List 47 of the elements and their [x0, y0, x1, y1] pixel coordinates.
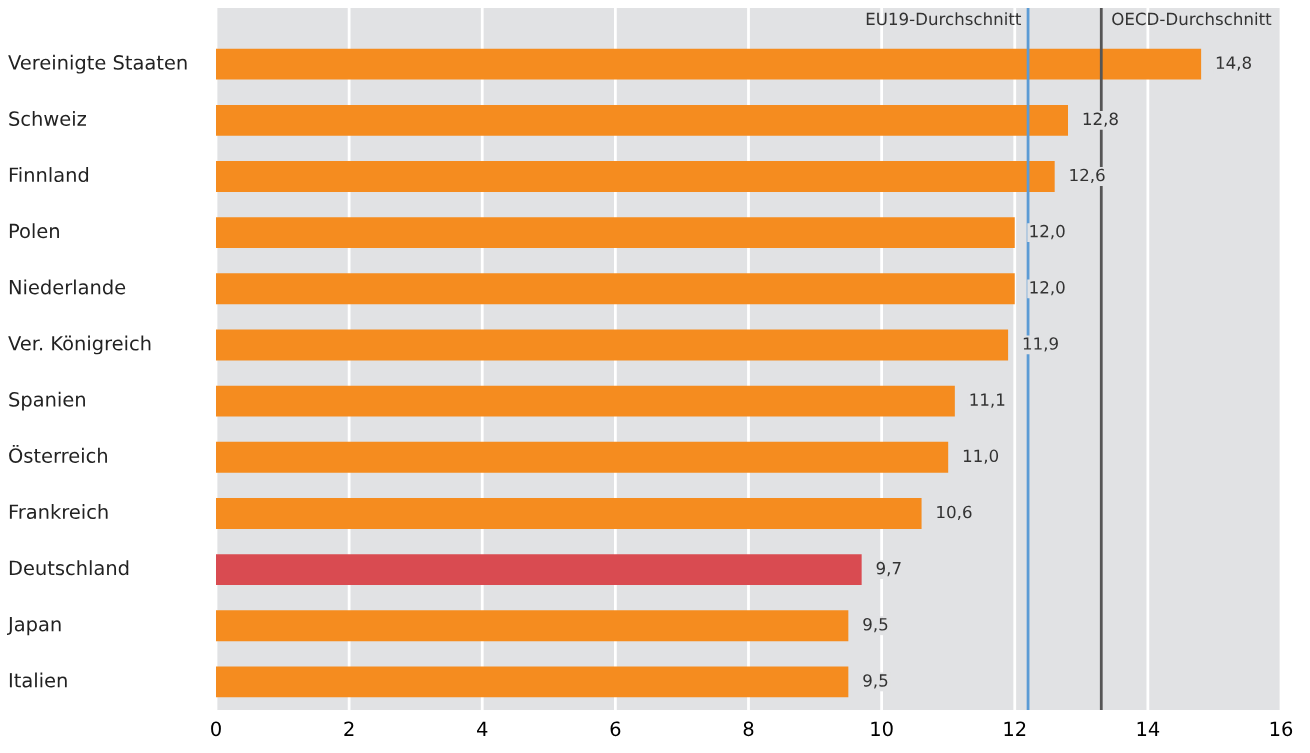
y-tick-label: Spanien: [9, 391, 85, 411]
y-tick-label: Japan: [6, 616, 61, 636]
data-label: 11,0: [963, 449, 999, 464]
bar: [216, 666, 849, 698]
x-tick-label: 14: [1137, 721, 1160, 736]
x-tick-label: 6: [610, 721, 621, 737]
data-label: 9,5: [863, 674, 888, 689]
y-tick-label: Österreich: [9, 444, 107, 463]
bar: [216, 498, 922, 529]
y-tick-label: Schweiz: [9, 110, 86, 126]
y-tick-label: Niederlande: [9, 279, 126, 295]
bar: [216, 104, 1068, 136]
data-label: 12,8: [1083, 112, 1118, 127]
bar: [216, 610, 849, 642]
data-label: 11,1: [970, 393, 1005, 408]
x-tick-label: 8: [743, 721, 754, 737]
bar: [216, 48, 1202, 80]
bar: [216, 161, 1055, 192]
x-tick-label: 4: [477, 721, 488, 736]
y-tick-label: Frankreich: [9, 504, 108, 520]
bar: [216, 554, 862, 586]
ref-line-label: EU19-Durchschnitt: [866, 12, 1022, 26]
y-tick-label: Polen: [9, 223, 59, 239]
data-label: 12,0: [1030, 224, 1065, 240]
x-tick-label: 2: [344, 721, 354, 736]
ref-line-label: OECD-Durchschnitt: [1112, 12, 1272, 26]
x-tick-label: 10: [871, 721, 893, 737]
data-label: 10,6: [937, 505, 972, 520]
x-tick-label: 0: [211, 721, 221, 737]
data-label: 12,0: [1030, 281, 1065, 296]
data-label: 12,6: [1070, 168, 1105, 184]
bar: [216, 441, 949, 473]
data-label: 9,5: [863, 617, 888, 633]
bar: [216, 385, 955, 417]
data-label: 9,7: [876, 561, 901, 577]
bar: [216, 217, 1015, 249]
y-tick-label: Deutschland: [9, 560, 129, 576]
data-label: 11,9: [1023, 337, 1058, 352]
y-tick-label: Vereinigte Staaten: [8, 54, 187, 74]
y-tick-label: Italien: [9, 672, 67, 688]
x-tick-label: 16: [1270, 721, 1293, 737]
y-tick-label: Ver. Königreich: [8, 335, 151, 355]
bar: [216, 273, 1015, 305]
x-tick-label: 12: [1004, 721, 1026, 736]
bar: [216, 329, 1009, 361]
y-tick-label: Finnland: [9, 167, 89, 183]
data-label: 14,8: [1216, 56, 1251, 71]
